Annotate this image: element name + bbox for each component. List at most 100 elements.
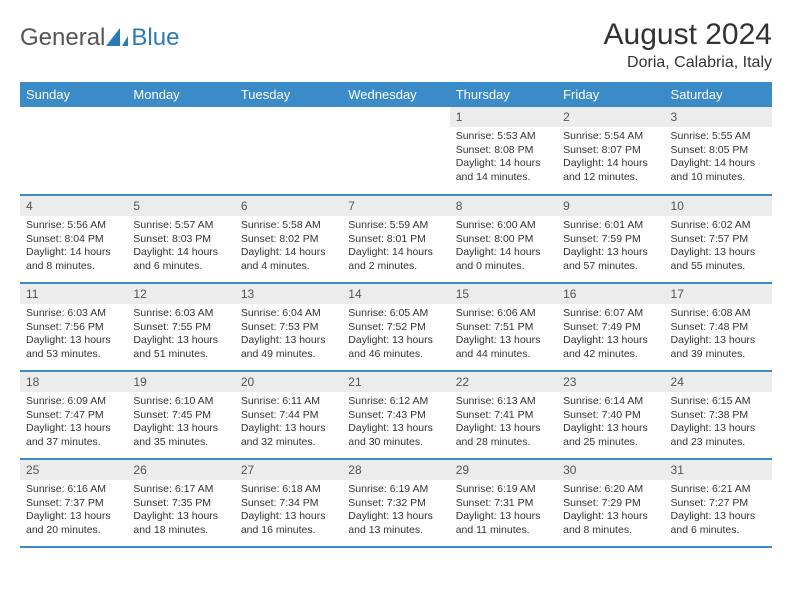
weekday-header: Wednesday [342,82,449,107]
day-info: Sunrise: 6:04 AMSunset: 7:53 PMDaylight:… [235,304,342,366]
sunset-text: Sunset: 7:59 PM [563,233,658,247]
day-info: Sunrise: 6:06 AMSunset: 7:51 PMDaylight:… [450,304,557,366]
sunset-text: Sunset: 7:44 PM [241,409,336,423]
day-number: 8 [450,196,557,216]
sunset-text: Sunset: 8:07 PM [563,144,658,158]
calendar-day-cell: 5Sunrise: 5:57 AMSunset: 8:03 PMDaylight… [127,195,234,283]
day-number: 24 [665,372,772,392]
day-number: 22 [450,372,557,392]
sunrise-text: Sunrise: 6:12 AM [348,395,443,409]
day-info: Sunrise: 6:14 AMSunset: 7:40 PMDaylight:… [557,392,664,454]
day-info: Sunrise: 6:20 AMSunset: 7:29 PMDaylight:… [557,480,664,542]
sunset-text: Sunset: 8:01 PM [348,233,443,247]
sunset-text: Sunset: 8:05 PM [671,144,766,158]
weekday-header: Sunday [20,82,127,107]
calendar-day-cell: 17Sunrise: 6:08 AMSunset: 7:48 PMDayligh… [665,283,772,371]
day-info: Sunrise: 6:08 AMSunset: 7:48 PMDaylight:… [665,304,772,366]
weekday-header: Thursday [450,82,557,107]
sunset-text: Sunset: 7:27 PM [671,497,766,511]
day-number: 5 [127,196,234,216]
sunset-text: Sunset: 7:34 PM [241,497,336,511]
sail-icon [106,28,128,48]
day-number: 23 [557,372,664,392]
sunrise-text: Sunrise: 6:01 AM [563,219,658,233]
day-number: 3 [665,107,772,127]
daylight-text: Daylight: 13 hours and 32 minutes. [241,422,336,449]
day-info: Sunrise: 6:12 AMSunset: 7:43 PMDaylight:… [342,392,449,454]
day-number: 25 [20,460,127,480]
calendar-day-cell: 12Sunrise: 6:03 AMSunset: 7:55 PMDayligh… [127,283,234,371]
daylight-text: Daylight: 14 hours and 14 minutes. [456,157,551,184]
day-number: 2 [557,107,664,127]
sunset-text: Sunset: 7:53 PM [241,321,336,335]
day-number: 15 [450,284,557,304]
daylight-text: Daylight: 13 hours and 6 minutes. [671,510,766,537]
sunset-text: Sunset: 7:51 PM [456,321,551,335]
daylight-text: Daylight: 13 hours and 23 minutes. [671,422,766,449]
day-info: Sunrise: 6:19 AMSunset: 7:31 PMDaylight:… [450,480,557,542]
calendar-day-cell: 19Sunrise: 6:10 AMSunset: 7:45 PMDayligh… [127,371,234,459]
calendar-day-cell: 30Sunrise: 6:20 AMSunset: 7:29 PMDayligh… [557,459,664,547]
calendar-week-row: 11Sunrise: 6:03 AMSunset: 7:56 PMDayligh… [20,283,772,371]
day-number: 10 [665,196,772,216]
daylight-text: Daylight: 13 hours and 20 minutes. [26,510,121,537]
daylight-text: Daylight: 13 hours and 51 minutes. [133,334,228,361]
sunrise-text: Sunrise: 6:07 AM [563,307,658,321]
day-number: 31 [665,460,772,480]
daylight-text: Daylight: 13 hours and 57 minutes. [563,246,658,273]
day-number [235,107,342,127]
sunrise-text: Sunrise: 6:09 AM [26,395,121,409]
sunrise-text: Sunrise: 6:06 AM [456,307,551,321]
day-number: 20 [235,372,342,392]
sunrise-text: Sunrise: 5:56 AM [26,219,121,233]
daylight-text: Daylight: 13 hours and 37 minutes. [26,422,121,449]
calendar-week-row: 25Sunrise: 6:16 AMSunset: 7:37 PMDayligh… [20,459,772,547]
day-number: 30 [557,460,664,480]
calendar-day-cell: 16Sunrise: 6:07 AMSunset: 7:49 PMDayligh… [557,283,664,371]
day-info: Sunrise: 6:05 AMSunset: 7:52 PMDaylight:… [342,304,449,366]
day-number: 28 [342,460,449,480]
day-info: Sunrise: 5:54 AMSunset: 8:07 PMDaylight:… [557,127,664,189]
weekday-header: Tuesday [235,82,342,107]
day-number [127,107,234,127]
day-info: Sunrise: 6:16 AMSunset: 7:37 PMDaylight:… [20,480,127,542]
sunrise-text: Sunrise: 6:18 AM [241,483,336,497]
day-number: 12 [127,284,234,304]
daylight-text: Daylight: 13 hours and 25 minutes. [563,422,658,449]
sunset-text: Sunset: 7:47 PM [26,409,121,423]
sunrise-text: Sunrise: 5:53 AM [456,130,551,144]
calendar-week-row: 1Sunrise: 5:53 AMSunset: 8:08 PMDaylight… [20,107,772,195]
sunset-text: Sunset: 7:38 PM [671,409,766,423]
calendar-day-cell: 26Sunrise: 6:17 AMSunset: 7:35 PMDayligh… [127,459,234,547]
daylight-text: Daylight: 14 hours and 0 minutes. [456,246,551,273]
sunset-text: Sunset: 8:04 PM [26,233,121,247]
calendar-day-cell: 15Sunrise: 6:06 AMSunset: 7:51 PMDayligh… [450,283,557,371]
sunrise-text: Sunrise: 6:00 AM [456,219,551,233]
calendar-day-cell: 2Sunrise: 5:54 AMSunset: 8:07 PMDaylight… [557,107,664,195]
day-info: Sunrise: 6:11 AMSunset: 7:44 PMDaylight:… [235,392,342,454]
sunset-text: Sunset: 7:48 PM [671,321,766,335]
calendar-day-cell: 28Sunrise: 6:19 AMSunset: 7:32 PMDayligh… [342,459,449,547]
day-number: 17 [665,284,772,304]
sunset-text: Sunset: 7:55 PM [133,321,228,335]
sunset-text: Sunset: 7:31 PM [456,497,551,511]
day-number: 11 [20,284,127,304]
day-number: 9 [557,196,664,216]
day-info: Sunrise: 6:00 AMSunset: 8:00 PMDaylight:… [450,216,557,278]
sunrise-text: Sunrise: 6:08 AM [671,307,766,321]
day-number: 16 [557,284,664,304]
daylight-text: Daylight: 13 hours and 30 minutes. [348,422,443,449]
calendar-week-row: 4Sunrise: 5:56 AMSunset: 8:04 PMDaylight… [20,195,772,283]
calendar-week-row: 18Sunrise: 6:09 AMSunset: 7:47 PMDayligh… [20,371,772,459]
brand-part1: General [20,24,105,52]
day-info: Sunrise: 6:02 AMSunset: 7:57 PMDaylight:… [665,216,772,278]
calendar-day-cell: 8Sunrise: 6:00 AMSunset: 8:00 PMDaylight… [450,195,557,283]
day-number: 29 [450,460,557,480]
day-number: 21 [342,372,449,392]
sunrise-text: Sunrise: 5:54 AM [563,130,658,144]
sunrise-text: Sunrise: 6:21 AM [671,483,766,497]
calendar-day-cell: 20Sunrise: 6:11 AMSunset: 7:44 PMDayligh… [235,371,342,459]
sunset-text: Sunset: 7:57 PM [671,233,766,247]
sunrise-text: Sunrise: 5:57 AM [133,219,228,233]
calendar-day-cell: 18Sunrise: 6:09 AMSunset: 7:47 PMDayligh… [20,371,127,459]
